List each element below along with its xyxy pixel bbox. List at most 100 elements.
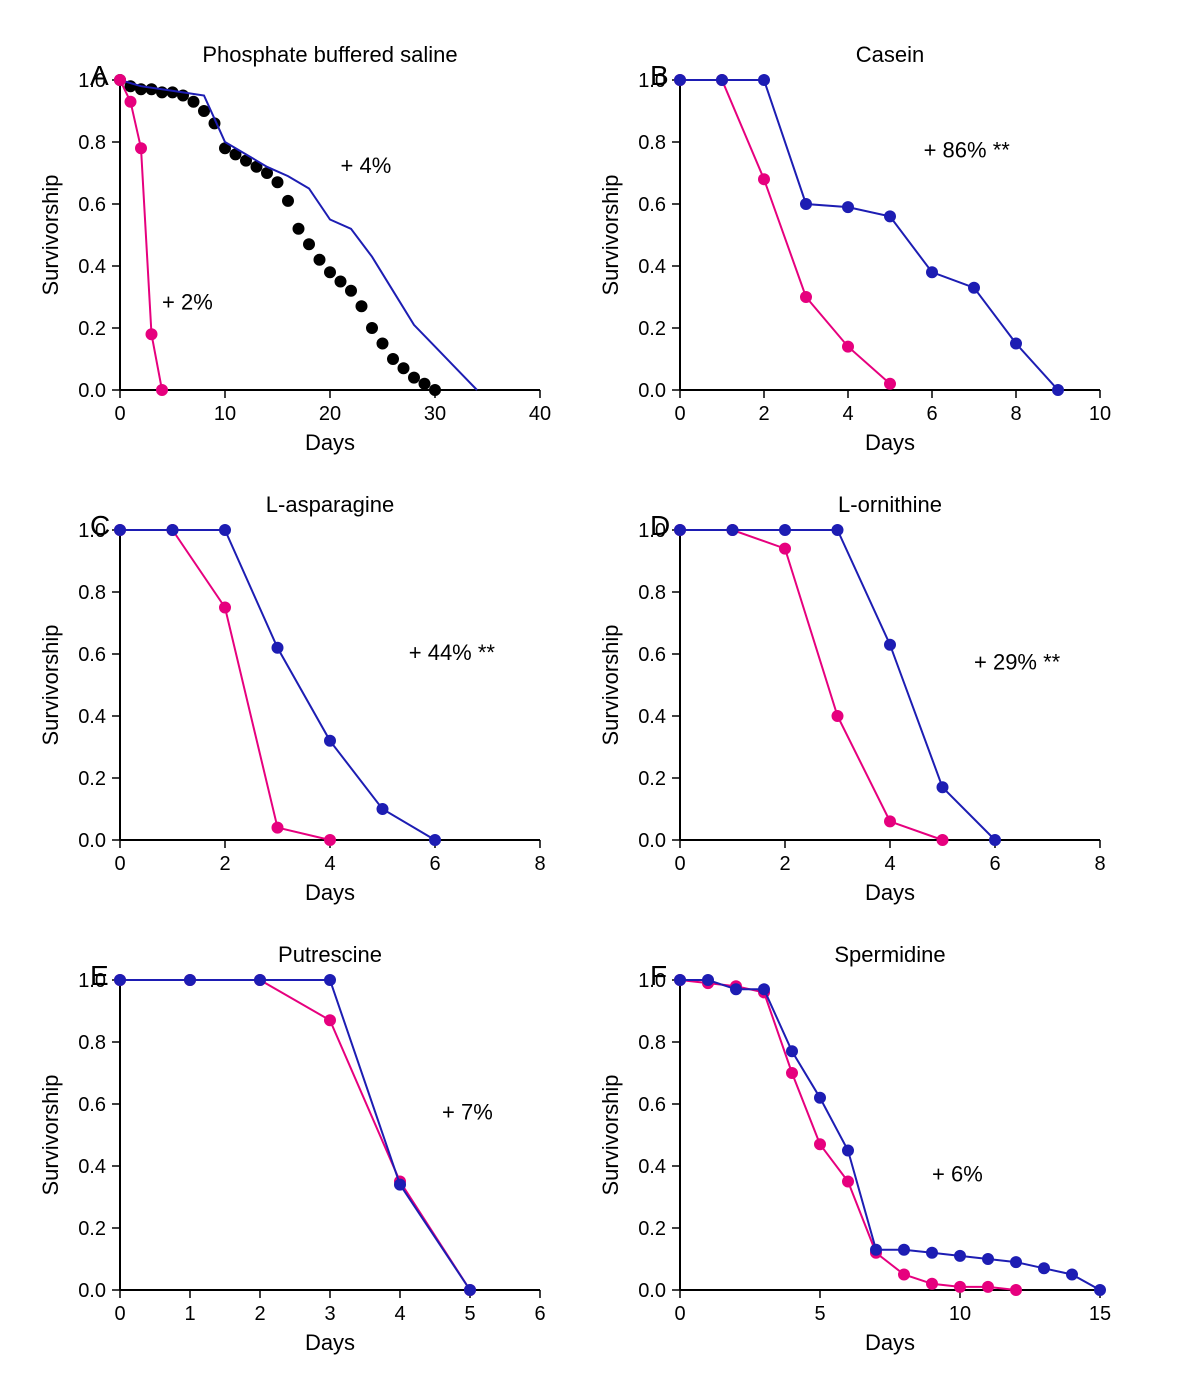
- panel-svg: 0510150.00.20.40.60.81.0DaysSurvivorship…: [590, 930, 1170, 1370]
- data-marker: [717, 75, 728, 86]
- data-marker: [843, 1145, 854, 1156]
- panel-svg: 0102030400.00.20.40.60.81.0DaysSurvivors…: [30, 30, 610, 470]
- ytick-label: 0.2: [78, 1218, 106, 1240]
- panel-svg: 024680.00.20.40.60.81.0DaysSurvivorshipL…: [30, 480, 610, 920]
- data-marker: [314, 254, 325, 265]
- data-marker: [220, 525, 231, 536]
- panel-f: 0510150.00.20.40.60.81.0DaysSurvivorship…: [680, 970, 1100, 1290]
- data-marker: [843, 341, 854, 352]
- x-axis-title: Days: [305, 430, 355, 455]
- xtick-label: 1: [184, 1303, 195, 1325]
- ytick-label: 0.2: [78, 768, 106, 790]
- data-marker: [759, 984, 770, 995]
- panel-letter: A: [90, 60, 109, 91]
- data-marker: [367, 323, 378, 334]
- panel-title: Putrescine: [278, 942, 382, 967]
- xtick-label: 4: [324, 853, 335, 875]
- data-marker: [388, 354, 399, 365]
- xtick-label: 5: [464, 1303, 475, 1325]
- xtick-label: 4: [842, 403, 853, 425]
- data-marker: [759, 174, 770, 185]
- data-marker: [801, 199, 812, 210]
- data-marker: [871, 1244, 882, 1255]
- data-marker: [255, 975, 266, 986]
- data-marker: [430, 835, 441, 846]
- xtick-label: 6: [429, 853, 440, 875]
- xtick-label: 8: [1010, 403, 1021, 425]
- xtick-label: 10: [949, 1303, 971, 1325]
- data-marker: [1067, 1269, 1078, 1280]
- data-marker: [115, 975, 126, 986]
- series-line: [680, 530, 943, 840]
- data-marker: [1053, 385, 1064, 396]
- annotation-label: + 29% **: [974, 650, 1061, 675]
- data-marker: [199, 106, 210, 117]
- ytick-label: 0.2: [638, 1218, 666, 1240]
- xtick-label: 0: [114, 403, 125, 425]
- data-marker: [885, 211, 896, 222]
- data-marker: [899, 1269, 910, 1280]
- data-marker: [185, 975, 196, 986]
- data-marker: [356, 301, 367, 312]
- xtick-label: 40: [529, 403, 551, 425]
- data-marker: [465, 1285, 476, 1296]
- xtick-label: 6: [534, 1303, 545, 1325]
- data-marker: [937, 782, 948, 793]
- data-marker: [272, 822, 283, 833]
- y-axis-title: Survivorship: [38, 1074, 63, 1195]
- series-line: [680, 530, 995, 840]
- xtick-label: 0: [114, 1303, 125, 1325]
- data-marker: [955, 1281, 966, 1292]
- ytick-label: 0.4: [78, 1156, 106, 1178]
- ytick-label: 0.2: [638, 318, 666, 340]
- series-line: [120, 980, 470, 1290]
- xtick-label: 15: [1089, 1303, 1111, 1325]
- panel-letter: B: [650, 60, 669, 91]
- panel-a: 0102030400.00.20.40.60.81.0DaysSurvivors…: [120, 70, 540, 390]
- data-marker: [272, 177, 283, 188]
- y-axis-title: Survivorship: [598, 624, 623, 745]
- annotation-label: + 2%: [162, 289, 213, 314]
- series-line: [680, 80, 1058, 390]
- data-marker: [293, 223, 304, 234]
- ytick-label: 0.8: [638, 1032, 666, 1054]
- series-line: [680, 980, 1016, 1290]
- xtick-label: 20: [319, 403, 341, 425]
- panel-letter: D: [650, 510, 670, 541]
- x-axis-title: Days: [865, 430, 915, 455]
- ytick-label: 0.0: [78, 830, 106, 852]
- panel-svg: 02468100.00.20.40.60.81.0DaysSurvivorshi…: [590, 30, 1170, 470]
- data-marker: [937, 835, 948, 846]
- series-line: [120, 80, 477, 390]
- panel-c: 024680.00.20.40.60.81.0DaysSurvivorshipL…: [120, 520, 540, 840]
- data-marker: [927, 1278, 938, 1289]
- data-marker: [325, 835, 336, 846]
- data-marker: [832, 711, 843, 722]
- data-marker: [272, 642, 283, 653]
- ytick-label: 0.0: [78, 1280, 106, 1302]
- annotation-label: + 7%: [442, 1100, 493, 1125]
- xtick-label: 2: [254, 1303, 265, 1325]
- data-marker: [1095, 1285, 1106, 1296]
- annotation-label: + 44% **: [409, 640, 496, 665]
- figure-grid: 0102030400.00.20.40.60.81.0DaysSurvivors…: [0, 0, 1200, 1400]
- data-marker: [885, 816, 896, 827]
- data-marker: [731, 984, 742, 995]
- panel-e: 01234560.00.20.40.60.81.0DaysSurvivorshi…: [120, 970, 540, 1290]
- data-marker: [780, 543, 791, 554]
- xtick-label: 5: [814, 1303, 825, 1325]
- data-marker: [815, 1092, 826, 1103]
- data-marker: [115, 525, 126, 536]
- ytick-label: 0.6: [78, 644, 106, 666]
- data-marker: [1011, 338, 1022, 349]
- data-marker: [1039, 1263, 1050, 1274]
- data-marker: [377, 338, 388, 349]
- data-marker: [409, 372, 420, 383]
- ytick-label: 0.8: [638, 132, 666, 154]
- data-marker: [304, 239, 315, 250]
- data-marker: [398, 363, 409, 374]
- data-marker: [430, 385, 441, 396]
- data-marker: [125, 96, 136, 107]
- ytick-label: 0.4: [78, 706, 106, 728]
- data-marker: [157, 385, 168, 396]
